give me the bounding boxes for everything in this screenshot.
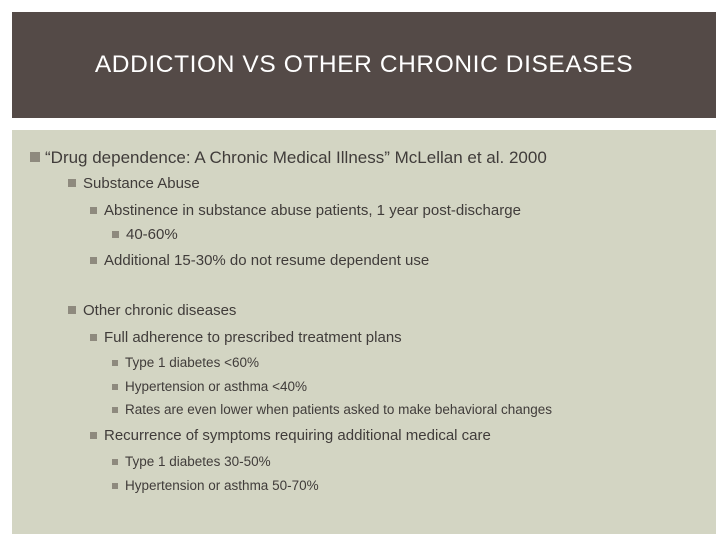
bullet-item: Hypertension or asthma 50-70% bbox=[112, 478, 319, 493]
square-bullet-icon bbox=[112, 231, 119, 238]
bullet-item: Substance Abuse bbox=[68, 175, 200, 192]
bullet-text: 40-60% bbox=[126, 226, 178, 243]
bullet-item: Additional 15-30% do not resume dependen… bbox=[90, 252, 429, 269]
bullet-item: Hypertension or asthma <40% bbox=[112, 379, 307, 394]
square-bullet-icon bbox=[90, 207, 97, 214]
square-bullet-icon bbox=[90, 334, 97, 341]
square-bullet-icon bbox=[68, 306, 76, 314]
bullet-item: Other chronic diseases bbox=[68, 302, 236, 319]
bullet-item: Recurrence of symptoms requiring additio… bbox=[90, 427, 491, 444]
bullet-item: Full adherence to prescribed treatment p… bbox=[90, 329, 402, 346]
bullet-item: “Drug dependence: A Chronic Medical Illn… bbox=[30, 148, 547, 168]
bullet-text: Hypertension or asthma 50-70% bbox=[125, 478, 319, 493]
bullet-text: “Drug dependence: A Chronic Medical Illn… bbox=[45, 148, 547, 167]
square-bullet-icon bbox=[30, 152, 40, 162]
slide-title: ADDICTION VS OTHER CHRONIC DISEASES bbox=[94, 51, 634, 78]
bullet-text: Additional 15-30% do not resume dependen… bbox=[104, 252, 430, 269]
bullet-item: Type 1 diabetes <60% bbox=[112, 355, 259, 370]
bullet-text: Full adherence to prescribed treatment p… bbox=[104, 329, 402, 346]
square-bullet-icon bbox=[112, 360, 118, 366]
bullet-item: 40-60% bbox=[112, 226, 178, 243]
square-bullet-icon bbox=[112, 384, 118, 390]
title-bar: ADDICTION VS OTHER CHRONIC DISEASES bbox=[12, 12, 716, 118]
bullet-item: Abstinence in substance abuse patients, … bbox=[90, 202, 521, 219]
bullet-text: Rates are even lower when patients asked… bbox=[125, 402, 553, 417]
bullet-text: Hypertension or asthma <40% bbox=[125, 379, 307, 394]
bullet-text: Type 1 diabetes <60% bbox=[125, 355, 259, 370]
bullet-item: Type 1 diabetes 30-50% bbox=[112, 454, 271, 469]
bullet-text: Substance Abuse bbox=[83, 175, 200, 192]
square-bullet-icon bbox=[90, 432, 97, 439]
square-bullet-icon bbox=[112, 407, 118, 413]
bullet-text: Abstinence in substance abuse patients, … bbox=[104, 202, 521, 219]
bullet-text: Type 1 diabetes 30-50% bbox=[125, 454, 271, 469]
bullet-text: Other chronic diseases bbox=[83, 302, 237, 319]
square-bullet-icon bbox=[112, 483, 118, 489]
bullet-item: Rates are even lower when patients asked… bbox=[112, 402, 552, 417]
bullet-text: Recurrence of symptoms requiring additio… bbox=[104, 427, 491, 444]
content-panel: “Drug dependence: A Chronic Medical Illn… bbox=[12, 130, 716, 534]
square-bullet-icon bbox=[90, 257, 97, 264]
square-bullet-icon bbox=[68, 179, 76, 187]
square-bullet-icon bbox=[112, 459, 118, 465]
